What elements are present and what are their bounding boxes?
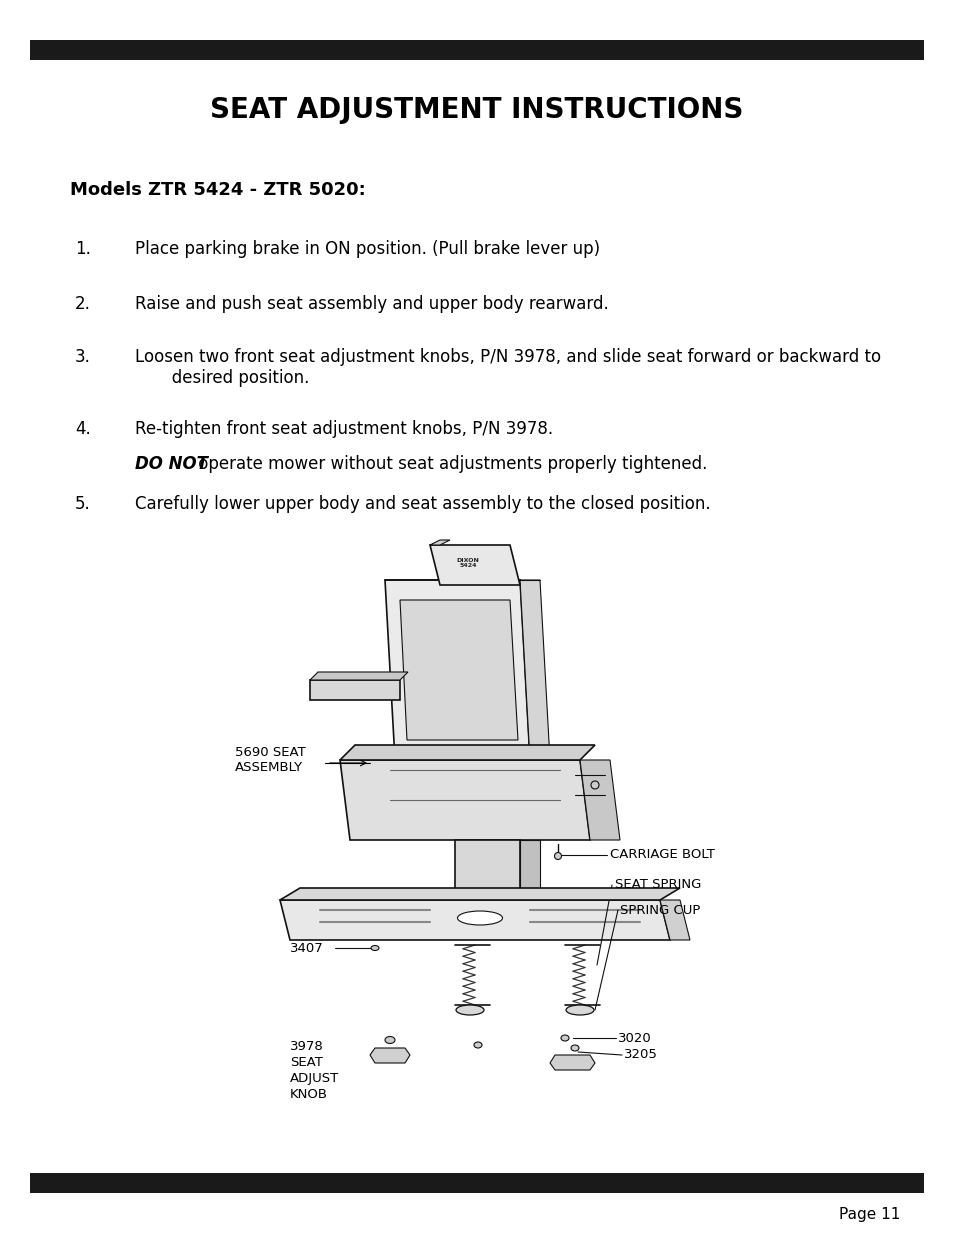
Text: 3020: 3020 (618, 1031, 651, 1045)
Polygon shape (310, 672, 408, 680)
Text: 3205: 3205 (623, 1049, 658, 1062)
Polygon shape (370, 1049, 410, 1063)
Polygon shape (310, 680, 399, 700)
Text: 3.: 3. (75, 348, 91, 366)
Polygon shape (280, 888, 679, 900)
Polygon shape (519, 580, 550, 760)
Text: CARRIAGE BOLT: CARRIAGE BOLT (609, 848, 714, 862)
Text: Re-tighten front seat adjustment knobs, P/N 3978.: Re-tighten front seat adjustment knobs, … (135, 420, 553, 438)
Polygon shape (430, 545, 519, 585)
Polygon shape (550, 1055, 595, 1070)
Polygon shape (339, 760, 589, 840)
Text: Raise and push seat assembly and upper body rearward.: Raise and push seat assembly and upper b… (135, 295, 608, 312)
Polygon shape (385, 580, 530, 760)
Ellipse shape (474, 1042, 481, 1049)
Text: 3978
SEAT
ADJUST
KNOB: 3978 SEAT ADJUST KNOB (290, 1040, 339, 1100)
Ellipse shape (385, 1036, 395, 1044)
Ellipse shape (560, 1035, 568, 1041)
Text: SEAT SPRING: SEAT SPRING (615, 878, 700, 892)
Text: 4.: 4. (75, 420, 91, 438)
Text: Place parking brake in ON position. (Pull brake lever up): Place parking brake in ON position. (Pul… (135, 240, 599, 258)
Text: operate mower without seat adjustments properly tightened.: operate mower without seat adjustments p… (193, 454, 706, 473)
Ellipse shape (456, 1005, 483, 1015)
Text: Loosen two front seat adjustment knobs, P/N 3978, and slide seat forward or back: Loosen two front seat adjustment knobs, … (135, 348, 881, 387)
Ellipse shape (571, 1045, 578, 1051)
Polygon shape (455, 840, 519, 900)
Text: Models ZTR 5424 - ZTR 5020:: Models ZTR 5424 - ZTR 5020: (70, 182, 365, 199)
Polygon shape (339, 745, 595, 760)
Polygon shape (280, 900, 669, 940)
Text: 5.: 5. (75, 495, 91, 513)
Polygon shape (659, 900, 689, 940)
Text: Carefully lower upper body and seat assembly to the closed position.: Carefully lower upper body and seat asse… (135, 495, 710, 513)
Text: Page 11: Page 11 (838, 1208, 899, 1223)
Polygon shape (579, 760, 619, 840)
Text: 2.: 2. (75, 295, 91, 312)
Ellipse shape (371, 946, 378, 951)
Text: 1.: 1. (75, 240, 91, 258)
Text: SPRING CUP: SPRING CUP (619, 904, 700, 916)
Text: 5690 SEAT
ASSEMBLY: 5690 SEAT ASSEMBLY (234, 746, 305, 774)
Ellipse shape (457, 911, 502, 925)
Ellipse shape (590, 781, 598, 789)
Ellipse shape (554, 852, 561, 860)
Text: SEAT ADJUSTMENT INSTRUCTIONS: SEAT ADJUSTMENT INSTRUCTIONS (210, 96, 743, 124)
Bar (30, 40, 923, 61)
Bar (30, 1173, 923, 1193)
Text: DIXON
5424: DIXON 5424 (456, 557, 479, 568)
Text: DO NOT: DO NOT (135, 454, 208, 473)
Polygon shape (519, 840, 539, 900)
Ellipse shape (565, 1005, 594, 1015)
Polygon shape (430, 540, 450, 545)
Polygon shape (399, 600, 517, 740)
Text: 3407: 3407 (290, 941, 323, 955)
